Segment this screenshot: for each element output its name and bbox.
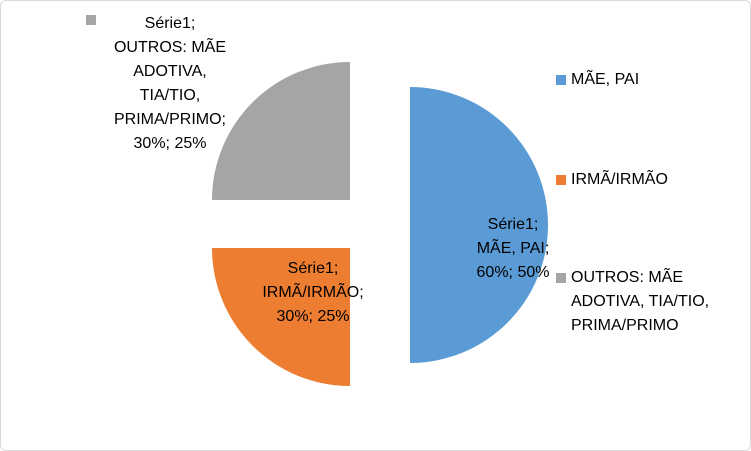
data-label-line: IRMÃ/IRMÃO; — [262, 284, 364, 301]
data-label-line: ADOTIVA, — [133, 63, 207, 80]
legend-label-line: ADOTIVA, TIA/TIO, — [571, 293, 710, 310]
data-label-line: Série1; — [144, 15, 196, 32]
pie-slice-irma-irmao — [212, 248, 350, 386]
legend-swatch-irma-irmao — [556, 175, 566, 185]
legend-label-line: MÃE, PAI — [571, 71, 640, 88]
data-label-line: 60%; 50% — [476, 264, 550, 281]
data-label-line: PRIMA/PRIMO; — [113, 111, 226, 128]
data-label-irma-irmao: Série1; IRMÃ/IRMÃO; 30%; 25% — [238, 257, 388, 329]
legend-label-line: IRMÃ/IRMÃO — [571, 171, 668, 188]
data-label-line: OUTROS: MÃE — [113, 39, 226, 56]
data-label-line: 30%; 25% — [133, 135, 207, 152]
chart-legend: MÃE, PAI IRMÃ/IRMÃO OUTROS: MÃE ADOTIVA,… — [556, 0, 746, 451]
data-label-line: 30%; 25% — [276, 308, 350, 325]
legend-entry-outros: OUTROS: MÃE ADOTIVA, TIA/TIO, PRIMA/PRIM… — [571, 266, 709, 338]
legend-swatch-mae-pai — [556, 75, 566, 85]
data-label-outros: Série1; OUTROS: MÃE ADOTIVA, TIA/TIO, PR… — [90, 12, 250, 156]
data-label-line: MÃE, PAI; — [476, 240, 550, 257]
data-label-line: Série1; — [287, 260, 339, 277]
data-label-line: Série1; — [487, 216, 539, 233]
legend-label-line: OUTROS: MÃE — [571, 269, 684, 286]
pie-slice-mae-pai — [410, 87, 548, 363]
pie-slice-outros — [212, 62, 350, 200]
data-label-mae-pai: Série1; MÃE, PAI; 60%; 50% — [448, 213, 578, 285]
data-label-line: TIA/TIO, — [139, 87, 201, 104]
legend-label-line: PRIMA/PRIMO — [571, 317, 679, 334]
data-label-key-outros — [86, 15, 96, 25]
legend-entry-mae-pai: MÃE, PAI — [571, 68, 639, 92]
legend-entry-irma-irmao: IRMÃ/IRMÃO — [571, 168, 668, 192]
legend-swatch-outros — [556, 273, 566, 283]
